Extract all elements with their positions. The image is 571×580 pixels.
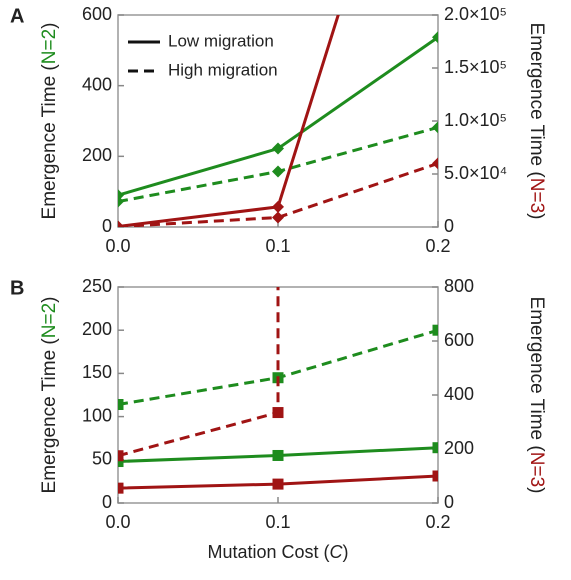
marker [118, 220, 124, 227]
y2-tick-label: 5.0×10⁴ [444, 163, 507, 183]
marker [432, 442, 438, 454]
legend-label: High migration [168, 60, 278, 79]
y-tick-label: 200 [82, 319, 112, 339]
y-tick-label: 150 [82, 362, 112, 382]
axis-title: Mutation Cost (C) [207, 542, 348, 562]
plot-frame [117, 14, 439, 228]
axis-title-part: Emergence Time ( [526, 23, 547, 179]
series-line [118, 125, 438, 204]
axis-title-part: Emergence Time ( [526, 297, 547, 453]
axis-title-part: Emergence Time ( [39, 64, 60, 220]
x-tick-label: 0.2 [425, 236, 450, 256]
marker [118, 399, 124, 411]
marker [118, 450, 124, 462]
x-tick-label: 0.0 [105, 236, 130, 256]
x-tick-label: 0.0 [105, 512, 130, 532]
axis-title-part: ) [526, 487, 547, 493]
marker [118, 482, 124, 494]
y2-tick-label: 400 [444, 384, 474, 404]
axis-title-part: ) [39, 23, 60, 29]
marker [118, 195, 124, 208]
y-tick-label: 50 [92, 449, 112, 469]
axis-title-part: C [330, 542, 344, 562]
axis-title-part: ) [526, 213, 547, 219]
y-tick-label: 250 [82, 276, 112, 296]
marker [272, 200, 284, 213]
marker [432, 157, 438, 170]
axis-title-part: ) [343, 542, 349, 562]
marker [432, 31, 438, 44]
y2-tick-label: 1.5×10⁵ [444, 57, 507, 77]
x-tick-label: 0.1 [265, 236, 290, 256]
legend-label: Low migration [168, 31, 274, 50]
marker [272, 449, 284, 461]
axis-title-part: N=2 [39, 29, 60, 64]
marker [272, 142, 284, 155]
plot-area [118, 15, 438, 227]
y-tick-label: 200 [82, 145, 112, 165]
marker [432, 121, 438, 134]
marker [118, 456, 124, 468]
panel-label: A [10, 5, 24, 27]
axis-title-part: N=2 [39, 303, 60, 338]
axis-title-part: ) [39, 297, 60, 303]
axis-title: Emergence Time (N=3) [526, 23, 547, 220]
y2-tick-label: 600 [444, 330, 474, 350]
axis-title: Emergence Time (N=3) [526, 297, 547, 494]
axis-title-part: N=3 [526, 452, 547, 487]
axis-title-part: Emergence Time ( [39, 338, 60, 494]
y2-tick-label: 0 [444, 216, 454, 236]
panel-label: B [10, 277, 24, 299]
series-line [118, 287, 280, 458]
marker [272, 407, 284, 419]
y-tick-label: 600 [82, 4, 112, 24]
y2-tick-label: 800 [444, 276, 474, 296]
y2-tick-label: 0 [444, 492, 454, 512]
axis-title: Emergence Time (N=2) [39, 297, 60, 494]
axis-title: Emergence Time (N=2) [39, 23, 60, 220]
y-tick-label: 100 [82, 405, 112, 425]
y2-tick-label: 1.0×10⁵ [444, 110, 507, 130]
axis-title-part: Mutation Cost ( [207, 542, 329, 562]
y-tick-label: 0 [102, 216, 112, 236]
y2-tick-label: 2.0×10⁵ [444, 4, 507, 24]
plot-area [118, 255, 438, 494]
marker [272, 165, 284, 178]
marker [272, 478, 284, 490]
marker [272, 211, 284, 224]
marker [432, 324, 438, 336]
axis-title-part: N=3 [526, 178, 547, 213]
y-tick-label: 0 [102, 492, 112, 512]
x-tick-label: 0.1 [265, 512, 290, 532]
marker [273, 255, 284, 266]
y-tick-label: 400 [82, 74, 112, 94]
x-tick-label: 0.2 [425, 512, 450, 532]
marker [432, 470, 438, 482]
y2-tick-label: 200 [444, 438, 474, 458]
